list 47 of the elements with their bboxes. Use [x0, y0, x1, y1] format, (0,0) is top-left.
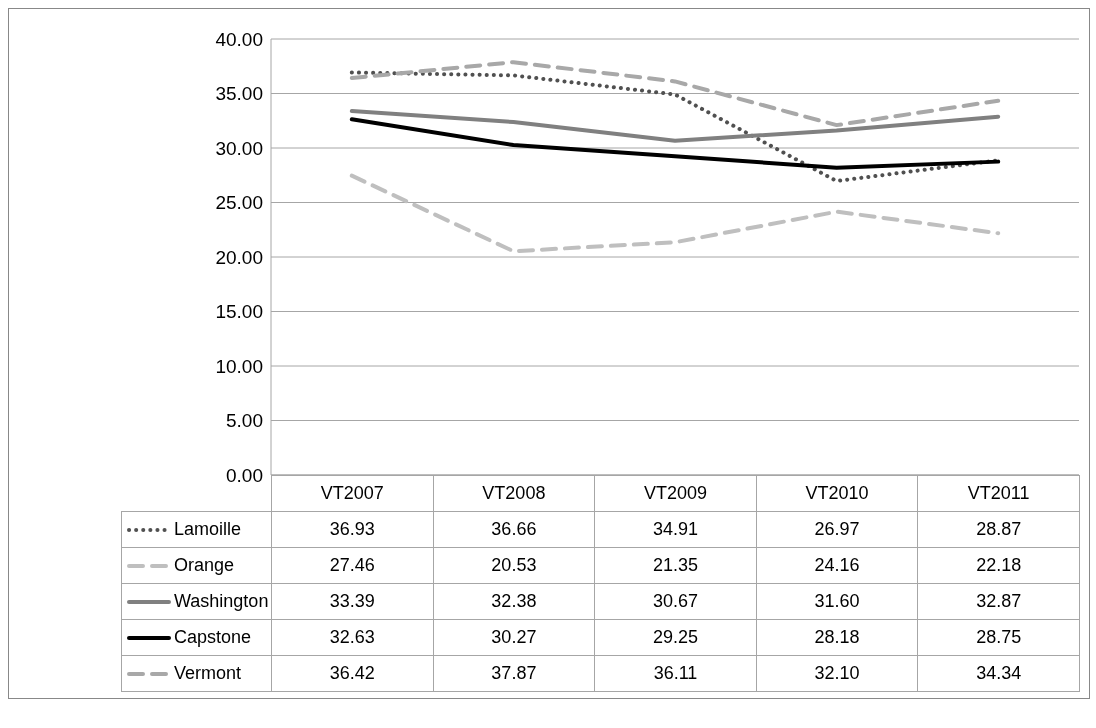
legend-label: Vermont: [174, 663, 242, 683]
y-tick-label: 40.00: [215, 28, 263, 50]
line-series: [349, 109, 1001, 143]
data-label: 21.35: [594, 547, 757, 584]
x-tick-label: VT2010: [756, 475, 918, 512]
data-label: 36.66: [433, 511, 595, 548]
data-label: 32.10: [756, 655, 918, 692]
data-label: 32.38: [433, 583, 595, 620]
data-label: 34.91: [594, 511, 757, 548]
data-label: 28.18: [756, 619, 918, 656]
line-series: [349, 117, 1001, 170]
y-tick-label: 25.00: [215, 192, 263, 214]
y-tick-label: 5.00: [226, 410, 263, 432]
data-label: 29.25: [594, 619, 757, 656]
y-tick-label: 10.00: [215, 355, 263, 377]
data-label: 30.67: [594, 583, 757, 620]
y-tick-label: 15.00: [215, 301, 263, 323]
data-label: 26.97: [756, 511, 918, 548]
data-label: 24.16: [756, 547, 918, 584]
data-label: 28.87: [917, 511, 1080, 548]
data-label: 28.75: [917, 619, 1080, 656]
data-label: 36.93: [271, 511, 434, 548]
x-tick-label: VT2011: [917, 475, 1080, 512]
x-tick-label: VT2007: [271, 475, 434, 512]
legend-label: Orange: [174, 555, 235, 575]
legend-label: Lamoille: [174, 519, 242, 539]
data-label: 32.63: [271, 619, 434, 656]
line-series: [349, 173, 1001, 254]
y-tick-label: 0.00: [226, 464, 263, 486]
data-label: 27.46: [271, 547, 434, 584]
data-label: 36.42: [271, 655, 434, 692]
data-label: 32.87: [917, 583, 1080, 620]
data-label: 37.87: [433, 655, 595, 692]
y-tick-label: 30.00: [215, 137, 263, 159]
data-label: 20.53: [433, 547, 595, 584]
data-label: 30.27: [433, 619, 595, 656]
data-label: 34.34: [917, 655, 1080, 692]
legend-label: Capstone: [174, 627, 252, 647]
data-label: 36.11: [594, 655, 757, 692]
y-tick-label: 35.00: [215, 83, 263, 105]
data-label: 22.18: [917, 547, 1080, 584]
x-tick-label: VT2008: [433, 475, 595, 512]
data-label: 31.60: [756, 583, 918, 620]
data-label: 33.39: [271, 583, 434, 620]
legend-label: Washington: [174, 591, 269, 611]
y-tick-label: 20.00: [215, 246, 263, 268]
x-tick-label: VT2009: [594, 475, 757, 512]
